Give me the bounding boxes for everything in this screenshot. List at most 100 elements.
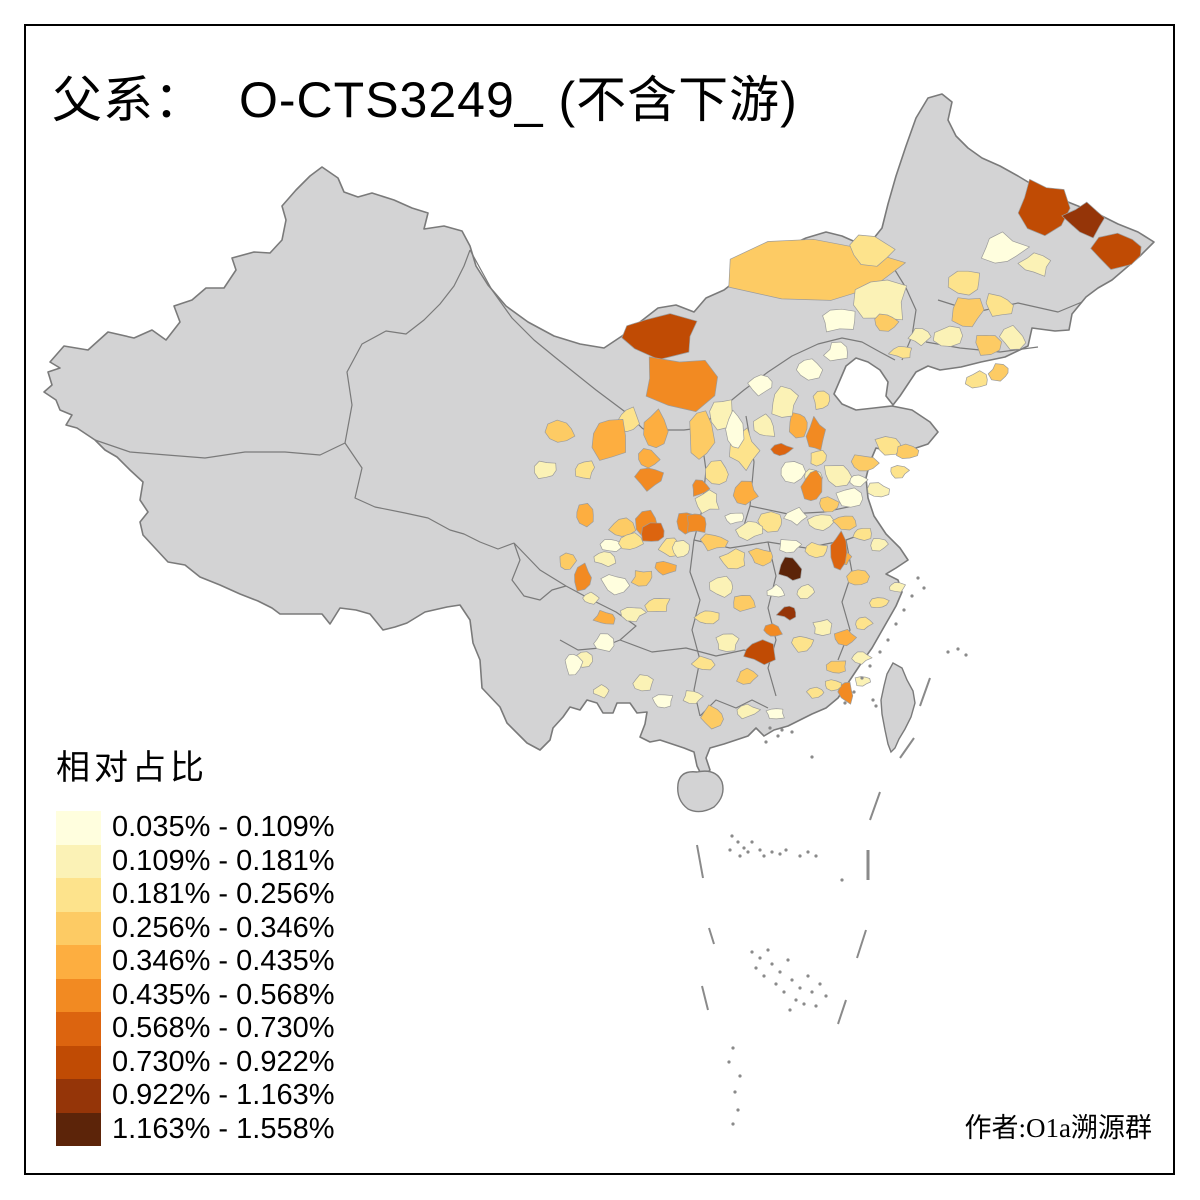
prefecture-patch [846, 569, 870, 586]
prefecture-patch [718, 548, 746, 570]
legend-rows: 0.035% - 0.109% 0.109% - 0.181% 0.181% - 0… [56, 811, 334, 1146]
legend-label: 0.922% - 1.163% [112, 1079, 335, 1112]
islet-dot [840, 878, 844, 882]
prefecture-patch [574, 460, 595, 480]
nine-dash-line-segments [696, 677, 931, 1025]
prefecture-patch [807, 514, 835, 531]
prefecture-patch [747, 374, 773, 397]
prefecture-patch [783, 506, 808, 526]
plot-frame [24, 24, 1175, 1175]
prefecture-patch [932, 325, 963, 347]
islet-dot [733, 1090, 737, 1094]
prefecture-patches [533, 178, 1142, 730]
prefecture-patch [692, 479, 711, 497]
islet-dot [922, 586, 926, 590]
prefecture-patch [689, 410, 716, 460]
islet-dot [764, 740, 768, 744]
prefecture-patch [804, 542, 828, 559]
prefecture-patch [975, 334, 1002, 356]
prefecture-patch [709, 399, 734, 431]
islet-dot [814, 854, 818, 858]
prefecture-patch [544, 419, 576, 443]
prefecture-patch [671, 540, 690, 558]
prefecture-patch [951, 297, 985, 328]
prefecture-patch [752, 413, 776, 437]
prefecture-patch [985, 293, 1014, 317]
islet-dot [810, 755, 814, 759]
prefecture-patch [634, 467, 664, 492]
prefecture-patch [593, 551, 617, 568]
prefecture-patch [576, 503, 594, 528]
islands [677, 662, 916, 813]
legend-label: 0.346% - 0.435% [112, 945, 335, 978]
prefecture-patch [593, 633, 615, 652]
legend-label: 0.568% - 0.730% [112, 1012, 335, 1045]
prefecture-patch [849, 234, 896, 267]
legend-row: 0.568% - 0.730% [56, 1012, 334, 1046]
prefecture-patch [1090, 232, 1142, 270]
prefecture-patch [593, 684, 610, 699]
prefecture-patch [591, 419, 626, 461]
prefecture-patch [780, 461, 807, 484]
prefecture-patch [1017, 252, 1052, 277]
islet-dot [750, 840, 754, 844]
islet-dot [860, 676, 864, 680]
prefecture-patch [693, 610, 720, 625]
islet-dot [871, 698, 875, 702]
prefecture-patch [682, 690, 704, 705]
prefecture-patch [849, 474, 869, 488]
prefecture-patch [736, 703, 761, 720]
islet-dot [738, 1074, 742, 1078]
islet-dot [852, 690, 856, 694]
islet-dot [784, 848, 788, 852]
islet-dot [894, 622, 898, 626]
prefecture-patch [833, 628, 857, 647]
islet-dot [778, 852, 782, 856]
legend-row: 0.922% - 1.163% [56, 1079, 334, 1113]
prefecture-patch [824, 679, 842, 692]
legend-swatch-9 [56, 1079, 101, 1113]
legend: 相对占比 0.035% - 0.109% 0.109% - 0.181% 0.181… [56, 740, 334, 1146]
islet-dot [736, 840, 740, 844]
islet-dot [824, 994, 828, 998]
legend-label: 0.035% - 0.109% [112, 811, 335, 844]
prefecture-patch [791, 636, 815, 653]
prefecture-patch [788, 412, 808, 439]
prefecture-patch [890, 465, 910, 479]
prefecture-patch [1017, 178, 1071, 237]
prefecture-patch [835, 487, 864, 508]
legend-row: 0.256% - 0.346% [56, 911, 335, 945]
islet-dot [843, 701, 847, 705]
hainan-island [677, 770, 724, 813]
prefecture-patch [654, 561, 677, 576]
islet-dot [798, 986, 802, 990]
islet-dot [790, 730, 794, 734]
prefecture-patch [855, 616, 874, 631]
prefecture-patch [819, 496, 840, 513]
prefecture-patch [850, 454, 880, 472]
islet-dot [806, 850, 810, 854]
prefecture-patch [806, 686, 825, 699]
prefecture-patch [559, 552, 577, 570]
prefecture-patch [694, 489, 720, 514]
prefecture-patch [870, 538, 889, 552]
prefecture-patch [765, 708, 785, 720]
prefecture-patch [805, 415, 826, 451]
prefecture-patch [621, 313, 698, 360]
prefecture-patch [987, 363, 1009, 382]
prefecture-patch [630, 570, 653, 587]
islet-dot [766, 948, 770, 952]
islet-dot [762, 974, 766, 978]
legend-swatch-3 [56, 878, 101, 912]
islet-dot [758, 956, 762, 960]
prefecture-patch [854, 676, 871, 687]
islet-dot [802, 1002, 806, 1006]
legend-label: 0.181% - 0.256% [112, 878, 335, 911]
legend-label: 0.256% - 0.346% [112, 911, 335, 944]
prefecture-patch [641, 522, 665, 542]
prefecture-patch [907, 328, 932, 347]
legend-label: 1.163% - 1.558% [112, 1112, 335, 1145]
islet-dot [964, 653, 968, 657]
